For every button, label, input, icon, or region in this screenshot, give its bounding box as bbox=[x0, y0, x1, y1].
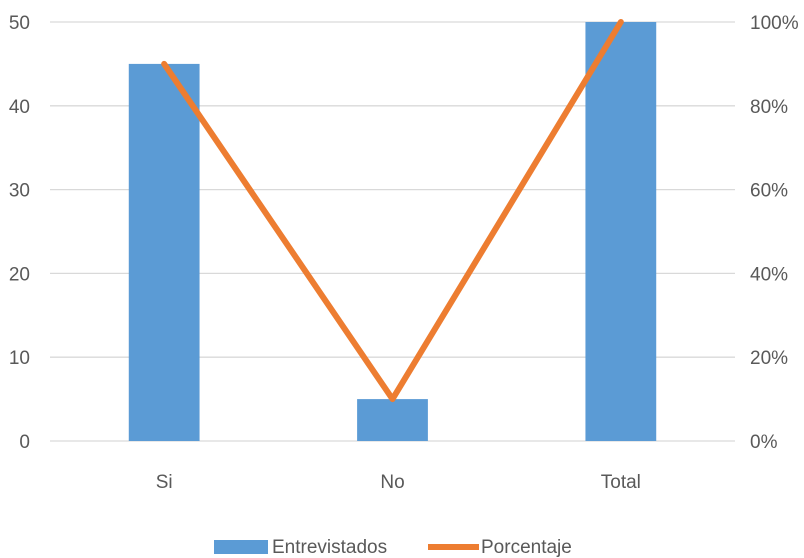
category-label: No bbox=[380, 472, 404, 493]
bar-no bbox=[357, 399, 428, 441]
bar-total bbox=[585, 22, 657, 441]
porcentaje-line bbox=[161, 19, 624, 403]
porcentaje-point-no bbox=[390, 396, 395, 402]
right-tick-label: 100% bbox=[750, 13, 799, 34]
left-tick-label: 50 bbox=[9, 13, 30, 34]
legend: Entrevistados Porcentaje bbox=[214, 537, 572, 558]
porcentaje-point-si bbox=[161, 61, 167, 67]
right-tick-label: 60% bbox=[750, 181, 788, 202]
category-axis-labels: Si No Total bbox=[156, 472, 641, 493]
porcentaje-point-total bbox=[618, 19, 624, 25]
left-tick-label: 40 bbox=[9, 97, 30, 118]
right-tick-label: 20% bbox=[750, 348, 788, 369]
right-tick-label: 0% bbox=[750, 432, 778, 453]
right-axis-ticks: 0% 20% 40% 60% 80% 100% bbox=[750, 13, 799, 453]
left-axis-ticks: 0 10 20 30 40 50 bbox=[9, 13, 30, 453]
category-label: Si bbox=[156, 472, 173, 493]
left-tick-label: 0 bbox=[19, 432, 30, 453]
left-tick-label: 20 bbox=[9, 264, 30, 285]
right-tick-label: 80% bbox=[750, 97, 788, 118]
right-tick-label: 40% bbox=[750, 264, 788, 285]
legend-label-entrevistados: Entrevistados bbox=[272, 537, 387, 558]
line-series-porcentaje bbox=[161, 19, 624, 403]
left-tick-label: 30 bbox=[9, 181, 30, 202]
legend-label-porcentaje: Porcentaje bbox=[481, 537, 572, 558]
category-label: Total bbox=[601, 472, 641, 493]
left-tick-label: 10 bbox=[9, 348, 30, 369]
bar-series-entrevistados bbox=[128, 22, 657, 442]
legend-swatch-entrevistados bbox=[214, 540, 268, 554]
bar-si bbox=[128, 63, 200, 442]
